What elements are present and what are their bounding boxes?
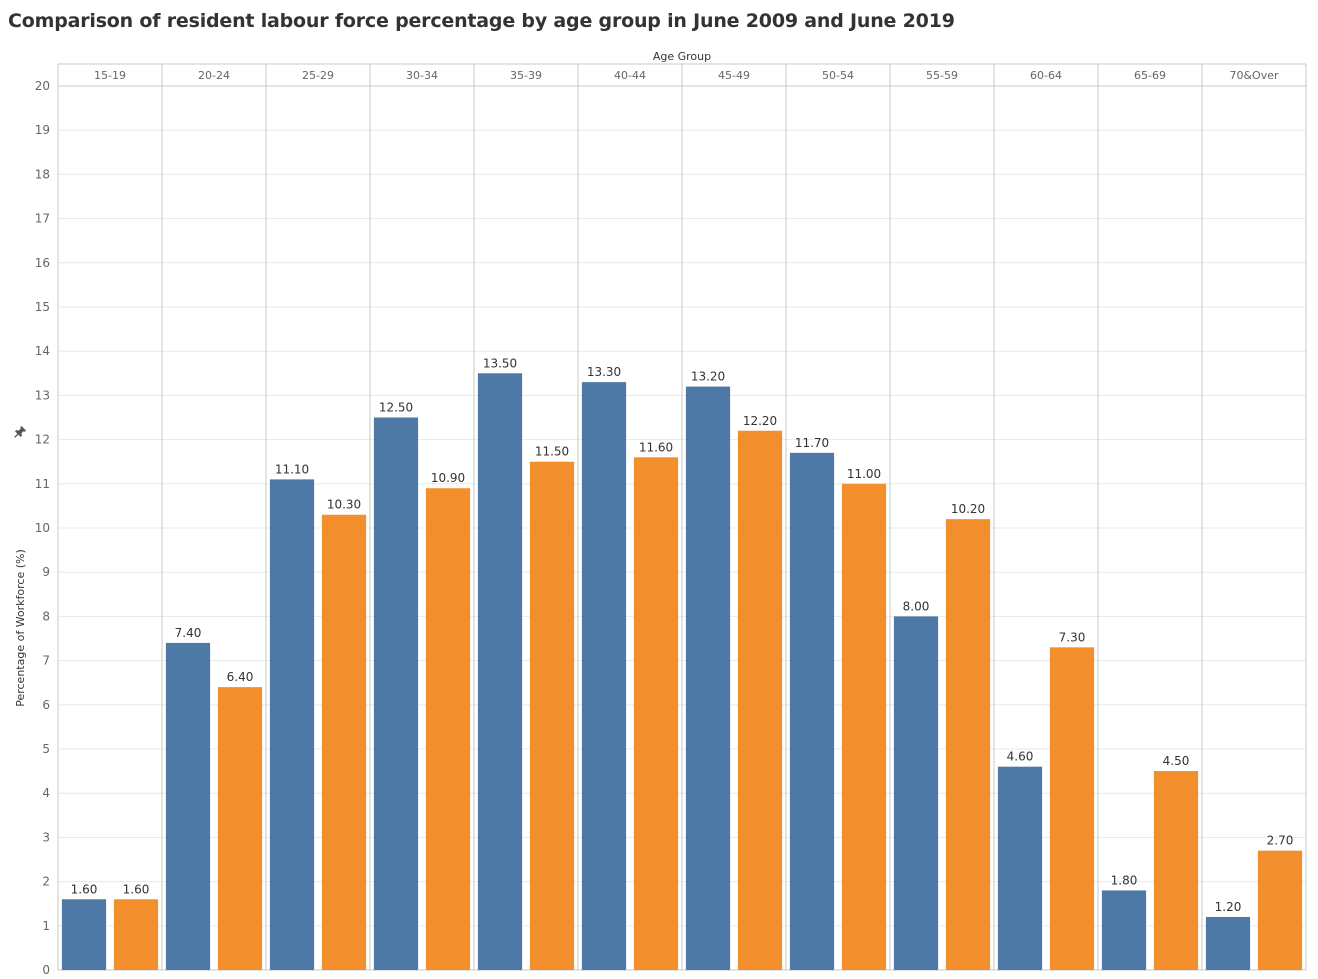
category-label: 55-59 (926, 69, 958, 82)
y-tick-label: 12 (35, 433, 50, 447)
bar (529, 461, 575, 970)
y-tick-label: 9 (42, 565, 50, 579)
y-tick-label: 20 (35, 79, 50, 93)
bar (217, 687, 263, 970)
bar (685, 386, 731, 970)
category-label: 70&Over (1229, 69, 1279, 82)
y-tick-label: 4 (42, 786, 50, 800)
bar (61, 899, 107, 970)
y-tick-label: 17 (35, 212, 50, 226)
pin-icon-glyph (14, 426, 26, 438)
data-label: 13.30 (587, 365, 621, 379)
category-label: 25-29 (302, 69, 334, 82)
bar (1257, 850, 1303, 970)
data-label: 11.70 (795, 436, 829, 450)
bar (1101, 890, 1147, 970)
pin-icon[interactable] (13, 424, 27, 438)
bar (633, 457, 679, 970)
category-label: 50-54 (822, 69, 854, 82)
data-label: 10.20 (951, 502, 985, 516)
data-label: 6.40 (227, 670, 254, 684)
category-label: 60-64 (1030, 69, 1062, 82)
bar (789, 452, 835, 970)
bar (1049, 647, 1095, 970)
bar (321, 514, 367, 970)
data-label: 1.60 (71, 882, 98, 896)
bar (269, 479, 315, 970)
y-tick-label: 5 (42, 742, 50, 756)
bar (113, 899, 159, 970)
data-label: 11.00 (847, 467, 881, 481)
y-tick-label: 18 (35, 167, 50, 181)
y-tick-label: 11 (35, 477, 50, 491)
data-label: 10.30 (327, 498, 361, 512)
data-label: 12.50 (379, 401, 413, 415)
data-label: 1.20 (1215, 900, 1242, 914)
bar (1205, 916, 1251, 970)
y-tick-label: 7 (42, 654, 50, 668)
data-label: 10.90 (431, 471, 465, 485)
bar (425, 488, 471, 970)
y-tick-label: 2 (42, 875, 50, 889)
data-label: 4.50 (1163, 754, 1190, 768)
category-label: 65-69 (1134, 69, 1166, 82)
data-label: 8.00 (903, 599, 930, 613)
bar (737, 430, 783, 970)
y-tick-label: 13 (35, 388, 50, 402)
y-tick-label: 0 (42, 963, 50, 977)
y-axis-title: Percentage of Workforce (%) (14, 549, 27, 707)
y-tick-label: 16 (35, 256, 50, 270)
bar (841, 483, 887, 970)
bar (373, 417, 419, 970)
data-label: 7.40 (175, 626, 202, 640)
category-label: 20-24 (198, 69, 230, 82)
bar (581, 382, 627, 970)
x-axis-title: Age Group (653, 50, 711, 63)
y-tick-label: 6 (42, 698, 50, 712)
data-label: 7.30 (1059, 630, 1086, 644)
bar (1153, 771, 1199, 970)
data-label: 13.50 (483, 356, 517, 370)
data-label: 2.70 (1267, 834, 1294, 848)
y-tick-label: 19 (35, 123, 50, 137)
y-tick-label: 10 (35, 521, 50, 535)
y-tick-label: 15 (35, 300, 50, 314)
data-label: 1.60 (123, 882, 150, 896)
data-label: 11.10 (275, 462, 309, 476)
y-tick-label: 3 (42, 830, 50, 844)
y-tick-label: 8 (42, 609, 50, 623)
data-label: 4.60 (1007, 750, 1034, 764)
category-label: 15-19 (94, 69, 126, 82)
bar (165, 642, 211, 970)
data-label: 1.80 (1111, 873, 1138, 887)
category-label: 30-34 (406, 69, 438, 82)
data-label: 12.20 (743, 414, 777, 428)
bar (477, 373, 523, 970)
y-tick-label: 14 (35, 344, 50, 358)
category-label: 40-44 (614, 69, 646, 82)
chart-title: Comparison of resident labour force perc… (8, 10, 955, 32)
data-label: 11.50 (535, 445, 569, 459)
data-label: 11.60 (639, 440, 673, 454)
bar (893, 616, 939, 970)
category-label: 35-39 (510, 69, 542, 82)
category-label: 45-49 (718, 69, 750, 82)
y-tick-label: 1 (42, 919, 50, 933)
bar (945, 519, 991, 970)
data-label: 13.20 (691, 370, 725, 384)
bar (997, 766, 1043, 970)
